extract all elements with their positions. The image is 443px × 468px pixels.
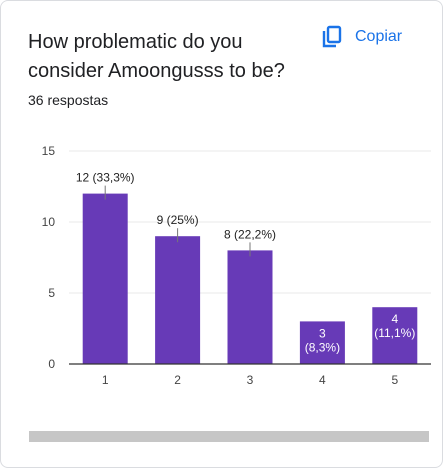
x-tick-label: 4 [319,373,326,387]
copy-label: Copiar [355,28,403,45]
y-tick-label: 10 [42,215,56,229]
bar [299,321,345,364]
bar [372,307,418,364]
y-tick-label: 15 [42,144,56,158]
response-count: 36 respostas [28,92,109,108]
x-tick-label: 1 [102,373,109,387]
bar [227,250,273,364]
data-label: 8 (22,2%) [224,227,276,241]
data-label: 12 (33,3%) [76,171,135,185]
bar-chart: 0 5 10 15 1 12 (33,3%) 2 9 (25%) 3 8 (22,2%) 4 3 (8,… [42,144,431,387]
x-tick-label: 2 [174,373,181,387]
data-label: 9 (25%) [157,213,199,227]
copy-button[interactable]: Copiar [321,25,402,49]
data-label: 4 (11,1%) [374,312,415,340]
copy-icon [321,25,343,49]
bar [155,236,201,364]
x-tick-label: 3 [247,373,254,387]
horizontal-scrollbar[interactable] [29,431,429,442]
bar [82,193,128,364]
y-tick-label: 5 [48,286,55,300]
x-tick-label: 5 [391,373,398,387]
data-label: 3 (8,3%) [305,326,340,354]
y-tick-label: 0 [48,357,55,371]
question-title: How problematic do you consider Amoongus… [28,31,285,82]
